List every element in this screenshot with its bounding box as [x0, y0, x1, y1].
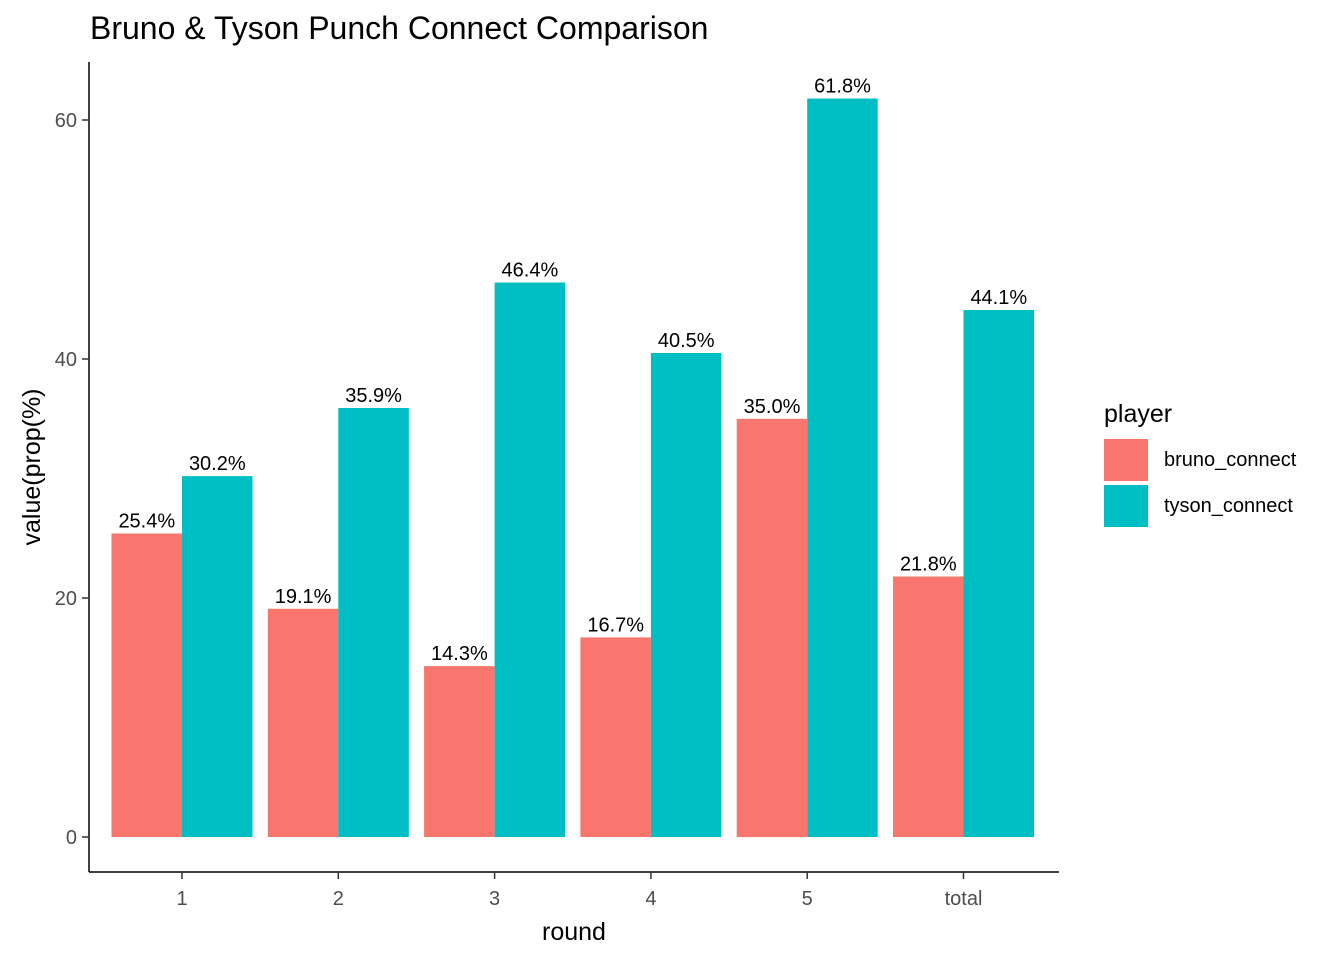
- chart-title: Bruno & Tyson Punch Connect Comparison: [90, 10, 709, 46]
- x-tick-label-total: total: [945, 888, 983, 910]
- y-tick-label-40: 40: [55, 349, 77, 371]
- bar-bruno_connect-3: [424, 666, 495, 837]
- data-labels-layer: 25.4% 30.2% 19.1% 35.9% 14.3% 46.4% 16.7% 40.5%…: [118, 76, 1027, 666]
- x-tick-label-4: 4: [645, 888, 656, 910]
- legend-label-bruno: bruno_connect: [1164, 448, 1297, 471]
- legend-item-tyson: tyson_connect: [1104, 483, 1296, 529]
- data-label-bruno_connect-1: 25.4%: [118, 511, 175, 533]
- data-label-tyson_connect-total: 44.1%: [970, 287, 1027, 309]
- data-label-tyson_connect-5: 61.8%: [814, 76, 871, 98]
- bar-bruno_connect-4: [580, 637, 651, 837]
- data-label-bruno_connect-4: 16.7%: [587, 614, 644, 636]
- bar-tyson_connect-total: [963, 310, 1034, 837]
- bar-bruno_connect-1: [111, 533, 182, 837]
- bar-tyson_connect-1: [182, 476, 253, 837]
- x-tick-label-2: 2: [333, 888, 344, 910]
- bar-tyson_connect-4: [650, 353, 722, 837]
- y-axis-title: value(prop(%): [18, 388, 46, 545]
- bar-bruno_connect-2: [267, 608, 339, 837]
- legend-title: player: [1104, 400, 1173, 428]
- x-tick-label-1: 1: [176, 888, 187, 910]
- y-tick-label-60: 60: [55, 110, 77, 132]
- legend-label-tyson: tyson_connect: [1164, 494, 1293, 517]
- data-label-tyson_connect-3: 46.4%: [502, 260, 559, 282]
- y-tick-label-0: 0: [66, 827, 77, 849]
- data-label-bruno_connect-total: 21.8%: [900, 554, 957, 576]
- y-ticks-layer: 0 20 40 60: [55, 110, 89, 849]
- bar-tyson_connect-3: [494, 282, 566, 837]
- x-tick-label-5: 5: [802, 888, 813, 910]
- data-label-tyson_connect-2: 35.9%: [345, 385, 402, 407]
- y-tick-label-20: 20: [55, 588, 77, 610]
- legend-swatch-bruno: [1104, 439, 1148, 481]
- bar-bruno_connect-5: [736, 418, 808, 838]
- legend-item-bruno: bruno_connect: [1104, 437, 1296, 483]
- data-label-bruno_connect-2: 19.1%: [275, 586, 332, 608]
- x-tick-label-3: 3: [489, 888, 500, 910]
- data-label-bruno_connect-3: 14.3%: [431, 643, 488, 665]
- legend: player bruno_connect tyson_connect: [1104, 400, 1296, 529]
- x-axis-title: round: [542, 918, 606, 946]
- legend-swatch-tyson: [1104, 485, 1148, 527]
- data-label-bruno_connect-5: 35.0%: [744, 396, 801, 418]
- bar-bruno_connect-total: [893, 576, 964, 837]
- bar-tyson_connect-2: [338, 408, 409, 837]
- x-ticks-layer: 1 2 3 4 5 total: [176, 872, 982, 910]
- data-label-tyson_connect-4: 40.5%: [658, 330, 715, 352]
- data-label-tyson_connect-1: 30.2%: [189, 453, 246, 475]
- bar-tyson_connect-5: [807, 98, 878, 837]
- bars-layer: [111, 98, 1034, 838]
